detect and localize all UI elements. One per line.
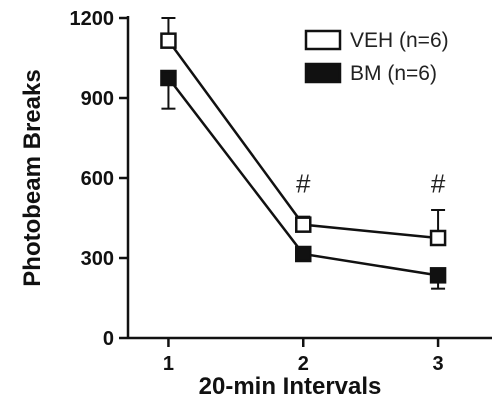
y-tick-label: 900 bbox=[81, 88, 114, 110]
series-veh bbox=[160, 17, 447, 247]
y-tick-label: 0 bbox=[103, 328, 114, 350]
annotations: # # bbox=[296, 169, 446, 199]
legend-label-bm: BM (n=6) bbox=[350, 62, 437, 85]
data-point bbox=[295, 216, 312, 233]
data-point bbox=[429, 229, 447, 247]
data-point bbox=[429, 267, 447, 284]
x-tick-label: 2 bbox=[298, 353, 309, 375]
legend-label-veh: VEH (n=6) bbox=[350, 29, 449, 52]
series-layer bbox=[160, 17, 447, 290]
legend-swatch-veh bbox=[304, 29, 342, 51]
y-tick-label: 1200 bbox=[70, 8, 115, 30]
series-bm bbox=[160, 69, 447, 290]
data-point bbox=[160, 32, 177, 49]
x-ticks: 1 2 3 bbox=[163, 338, 444, 375]
data-point bbox=[160, 69, 177, 87]
y-tick-label: 300 bbox=[81, 248, 114, 270]
data-point bbox=[295, 245, 312, 263]
x-tick-label: 3 bbox=[433, 353, 444, 375]
y-axis-title: Photobeam Breaks bbox=[19, 69, 46, 286]
significance-marker: # bbox=[431, 169, 446, 199]
x-axis-title: 20-min Intervals bbox=[199, 373, 382, 400]
significance-marker: # bbox=[296, 169, 311, 199]
legend: VEH (n=6) BM (n=6) bbox=[304, 29, 449, 85]
y-ticks: 0 300 600 900 1200 bbox=[70, 8, 128, 350]
legend-swatch-bm bbox=[304, 62, 342, 84]
y-tick-label: 600 bbox=[81, 168, 114, 190]
x-tick-label: 1 bbox=[163, 353, 174, 375]
